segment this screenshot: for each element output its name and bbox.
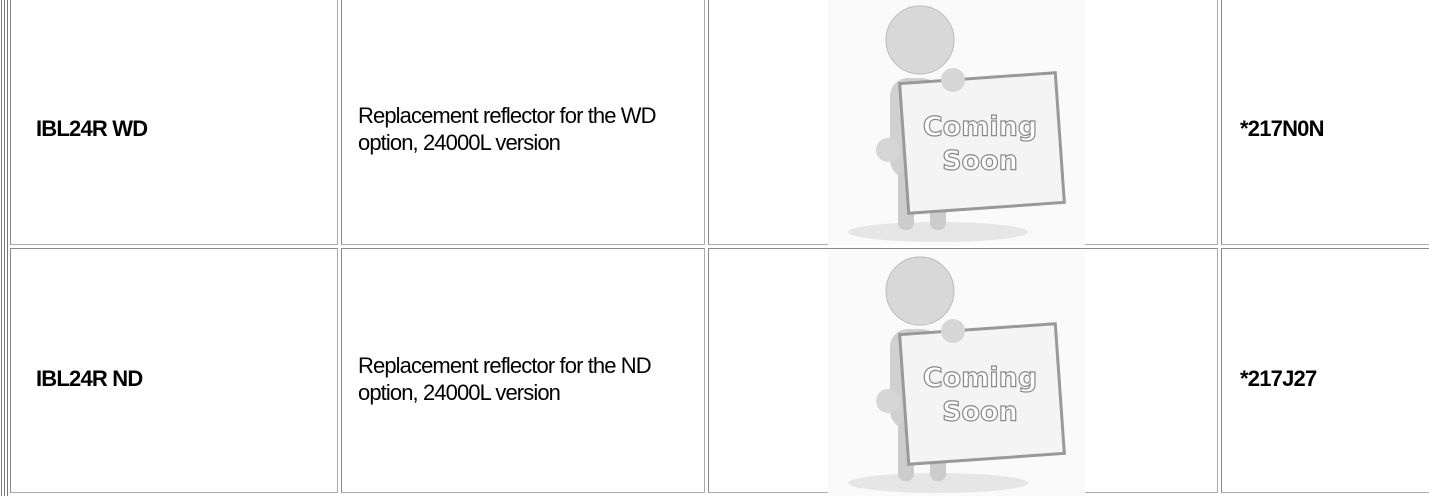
sign [898, 71, 1066, 215]
image-text: Coming [923, 112, 1037, 143]
part-number: IBL24R ND [36, 365, 143, 391]
head [885, 256, 955, 326]
table-cell [10, 0, 338, 245]
hand [941, 319, 965, 343]
description: Replacement reflector for the ND option,… [358, 352, 652, 405]
hand [941, 68, 965, 92]
shadow [848, 222, 1028, 242]
hand [876, 389, 900, 413]
shadow [848, 473, 1028, 493]
head [885, 5, 955, 75]
table-border [4, 0, 5, 496]
table-cell [1221, 248, 1429, 493]
sign [898, 322, 1066, 466]
table-cell [1221, 0, 1429, 245]
image-text: Coming [923, 363, 1037, 394]
description: Replacement reflector for the WD option,… [358, 103, 657, 155]
image-text: Soon [942, 397, 1018, 428]
order-code: *217N0N [1240, 116, 1324, 141]
table-border [1, 0, 2, 496]
part-number: IBL24R WD [36, 116, 148, 141]
image-text: Soon [942, 146, 1018, 177]
table-cell [341, 248, 705, 493]
hand [876, 138, 900, 162]
table-cell [341, 0, 705, 245]
table-border [7, 0, 8, 496]
table-cell [10, 248, 338, 493]
order-code: *217J27 [1240, 365, 1317, 391]
